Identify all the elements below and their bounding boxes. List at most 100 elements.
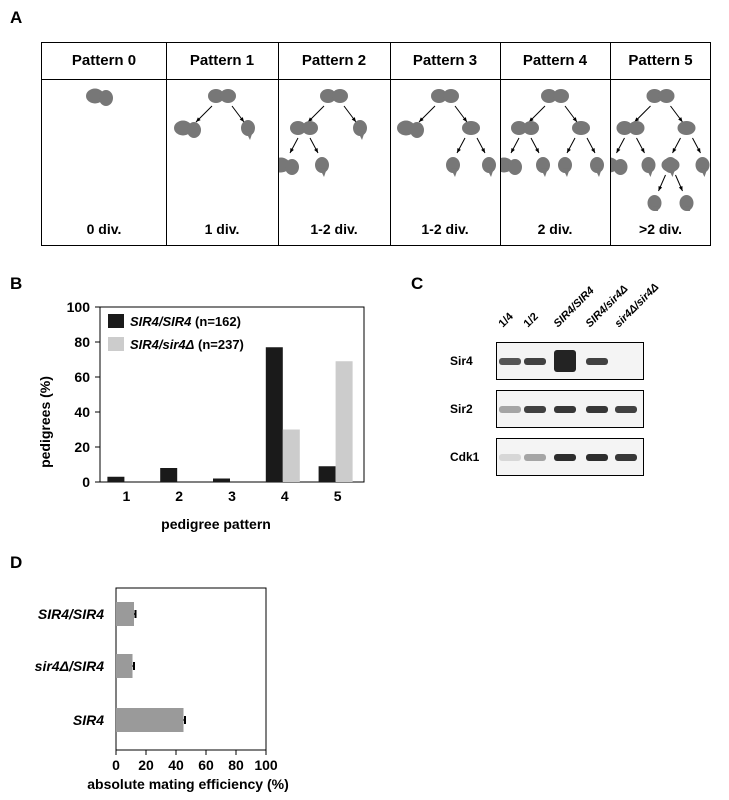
bar — [116, 654, 133, 678]
pattern-title: Pattern 5 — [628, 52, 693, 69]
blot-band — [586, 405, 608, 413]
blot-band — [615, 453, 637, 461]
shmoo-cell-icon — [679, 195, 694, 211]
pedigree-diagram — [397, 89, 496, 177]
arrow-icon — [634, 105, 651, 123]
column-divider — [390, 43, 391, 245]
arrow-icon — [510, 137, 520, 154]
pattern-divisions: >2 div. — [639, 221, 682, 237]
blot-band — [524, 453, 546, 461]
blot-band — [499, 453, 521, 461]
bar — [213, 478, 230, 482]
arrow-icon — [418, 105, 436, 123]
budded-cell-icon — [511, 121, 539, 135]
legend-label: SIR4/SIR4 (n=162) — [130, 314, 241, 329]
blot-band — [524, 405, 546, 413]
cell-icon — [462, 121, 480, 135]
y-tick-label: 0 — [82, 474, 90, 490]
budded-cell-icon — [320, 89, 348, 103]
legend-swatch — [108, 314, 124, 328]
budded-cell-icon — [646, 89, 675, 103]
cell-icon — [661, 158, 680, 172]
shmoo-cell-icon — [695, 157, 710, 177]
shmoo-cell-icon — [353, 120, 367, 140]
budded-cell-icon — [541, 89, 569, 103]
arrow-icon — [456, 137, 466, 154]
pattern-divisions: 1-2 div. — [421, 221, 469, 237]
pattern-column: Pattern 5 >2 div. — [610, 43, 711, 245]
arrow-icon — [636, 137, 645, 154]
legend-series-name: SIR4/SIR4 — [130, 314, 192, 329]
arrow-icon — [692, 137, 701, 154]
column-divider — [166, 43, 167, 245]
column-divider — [500, 43, 501, 245]
shmoo-cell-icon — [482, 157, 496, 177]
shmoo-cell-icon — [446, 157, 460, 177]
lane-label: 1/4 — [496, 310, 516, 330]
budded-cell-icon — [431, 89, 459, 103]
pedigree-diagram — [174, 89, 255, 140]
y-tick-label: 40 — [74, 404, 90, 420]
shmoo-cell-icon — [590, 157, 604, 177]
pattern-divisions: 1 div. — [204, 221, 240, 237]
x-axis-label: absolute mating efficiency (%) — [87, 776, 288, 792]
x-tick-label: 1 — [123, 488, 131, 504]
pattern-title: Pattern 4 — [522, 52, 588, 69]
budded-cell-icon — [616, 121, 645, 135]
mother-cell-icon — [278, 157, 299, 175]
arrow-icon — [289, 137, 299, 154]
column-divider — [278, 43, 279, 245]
arrow-icon — [307, 105, 325, 123]
protein-label: Cdk1 — [450, 450, 480, 464]
bar — [335, 361, 353, 482]
y-tick-label: 20 — [74, 439, 90, 455]
x-tick-label: 5 — [334, 488, 342, 504]
blot-strip — [496, 390, 644, 428]
lane-label: 1/2 — [521, 310, 541, 330]
blot-band — [554, 350, 576, 372]
x-tick-label: 100 — [254, 757, 278, 773]
panel-letter-a: A — [10, 8, 23, 27]
budded-cell-icon — [290, 121, 318, 135]
x-tick-label: 2 — [175, 488, 183, 504]
protein-label: Sir2 — [450, 402, 473, 416]
legend-label: SIR4/sir4Δ (n=237) — [130, 337, 244, 352]
blot-band — [586, 453, 608, 461]
pattern-title: Pattern 2 — [301, 52, 367, 69]
bar — [160, 468, 178, 482]
x-tick-label: 3 — [228, 488, 236, 504]
pattern-title: Pattern 3 — [412, 52, 478, 69]
arrow-icon — [528, 105, 546, 123]
mother-cell-icon — [86, 88, 113, 106]
bar — [265, 347, 283, 482]
blot-band — [554, 405, 576, 413]
blot-strip — [496, 438, 644, 476]
shmoo-cell-icon — [647, 195, 662, 211]
column-divider — [610, 43, 611, 245]
y-category-label: SIR4/SIR4 — [38, 606, 104, 622]
pattern-divisions: 0 div. — [86, 221, 122, 237]
arrow-icon — [672, 137, 681, 154]
y-tick-label: 100 — [67, 299, 91, 315]
pedigree-diagram — [86, 88, 113, 106]
x-tick-label: 0 — [112, 757, 120, 773]
pattern-title: Pattern 1 — [189, 52, 255, 69]
mother-cell-icon — [174, 120, 201, 138]
bar — [318, 466, 336, 482]
mating-efficiency-chart: 0 20 40 60 80 100 SIR4/SIR4 sir4Δ/SIR4 SIR4 abso… — [35, 587, 289, 792]
pedigree-diagram — [278, 89, 367, 177]
x-axis-label: pedigree pattern — [161, 516, 271, 532]
pattern-column: Pattern 1 1 div. — [166, 43, 278, 245]
legend-series-count: (n=237) — [198, 337, 244, 352]
mother-cell-icon — [500, 157, 522, 175]
budded-cell-icon — [208, 89, 236, 103]
legend-series-count: (n=162) — [195, 314, 241, 329]
bar — [107, 476, 125, 482]
arrow-icon — [566, 137, 576, 154]
pattern-column: Pattern 0 0 div. — [42, 43, 166, 245]
bar — [116, 708, 184, 732]
y-category-label: SIR4 — [73, 712, 104, 728]
y-tick-label: 60 — [74, 369, 90, 385]
arrow-icon — [454, 105, 468, 123]
